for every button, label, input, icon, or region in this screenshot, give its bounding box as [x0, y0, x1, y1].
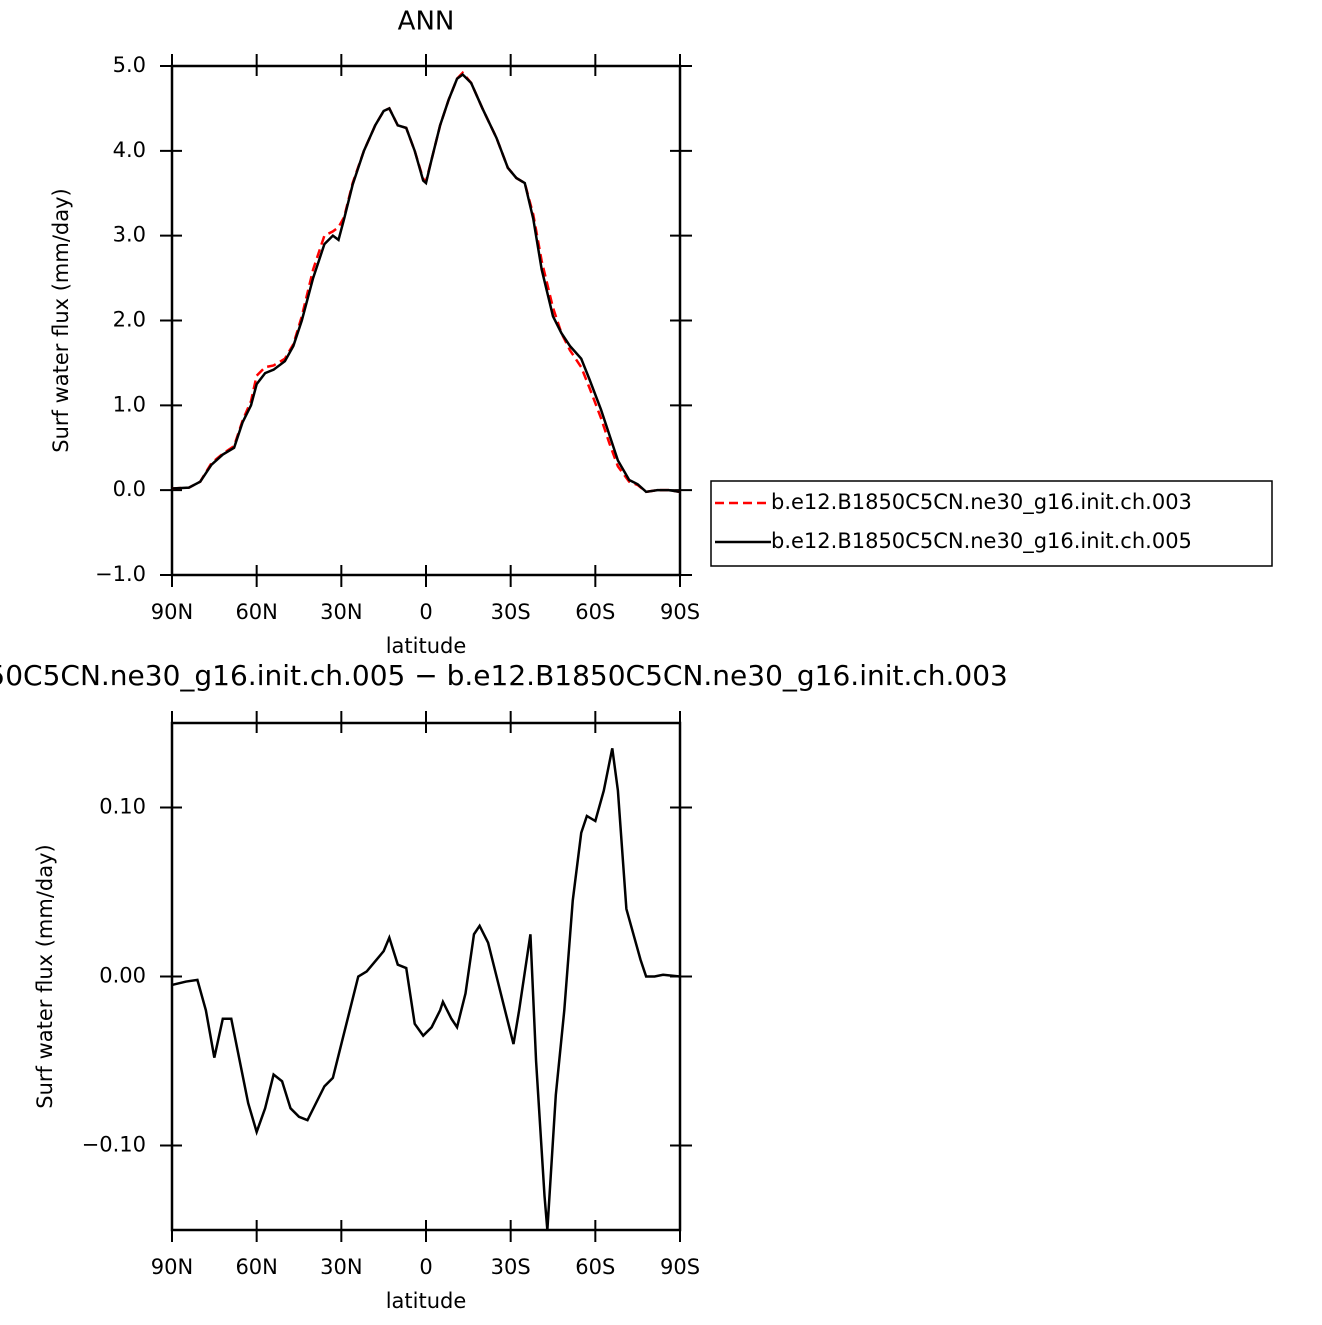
y-tick-label: −1.0 — [95, 562, 146, 586]
y-tick-label: 4.0 — [113, 138, 146, 162]
x-axis-label: latitude — [386, 1289, 467, 1313]
y-axis-label: Surf water flux (mm/day) — [49, 188, 73, 453]
x-axis-label: latitude — [386, 634, 467, 658]
y-tick-label: 2.0 — [113, 308, 146, 332]
legend-box — [710, 480, 1273, 567]
x-tick-label: 30S — [491, 600, 531, 624]
x-tick-label: 30N — [320, 600, 362, 624]
plot-frame — [170, 721, 682, 1232]
x-tick-label: 60S — [575, 1255, 615, 1279]
chart-title: b.e12.B1850C5CN.ne30_g16.init.ch.005 − b… — [0, 659, 1008, 692]
y-tick-label: −0.10 — [82, 1133, 146, 1157]
series-line — [171, 72, 681, 494]
y-tick-label: 1.0 — [113, 392, 146, 416]
y-tick-label: 5.0 — [113, 53, 146, 77]
x-tick-label: 60S — [575, 600, 615, 624]
series-line — [171, 70, 681, 494]
y-tick-label: 0.0 — [113, 477, 146, 501]
legend-label: b.e12.B1850C5CN.ne30_g16.init.ch.003 — [771, 490, 1192, 515]
y-tick-label: 0.00 — [99, 964, 146, 988]
x-tick-label: 90N — [151, 1255, 193, 1279]
y-tick-label: 0.10 — [99, 795, 146, 819]
chart-title: ANN — [398, 7, 455, 37]
x-tick-label: 90S — [660, 600, 700, 624]
y-axis-label: Surf water flux (mm/day) — [33, 844, 57, 1109]
x-tick-label: 60N — [235, 1255, 277, 1279]
x-tick-label: 90S — [660, 1255, 700, 1279]
y-tick-label: 3.0 — [113, 223, 146, 247]
x-tick-label: 90N — [151, 600, 193, 624]
x-tick-label: 0 — [419, 1255, 432, 1279]
plot-frame — [170, 64, 682, 577]
x-tick-label: 0 — [419, 600, 432, 624]
series-line — [171, 748, 681, 1231]
x-tick-label: 30N — [320, 1255, 362, 1279]
legend-label: b.e12.B1850C5CN.ne30_g16.init.ch.005 — [771, 529, 1192, 554]
x-tick-label: 60N — [235, 600, 277, 624]
x-tick-label: 30S — [491, 1255, 531, 1279]
